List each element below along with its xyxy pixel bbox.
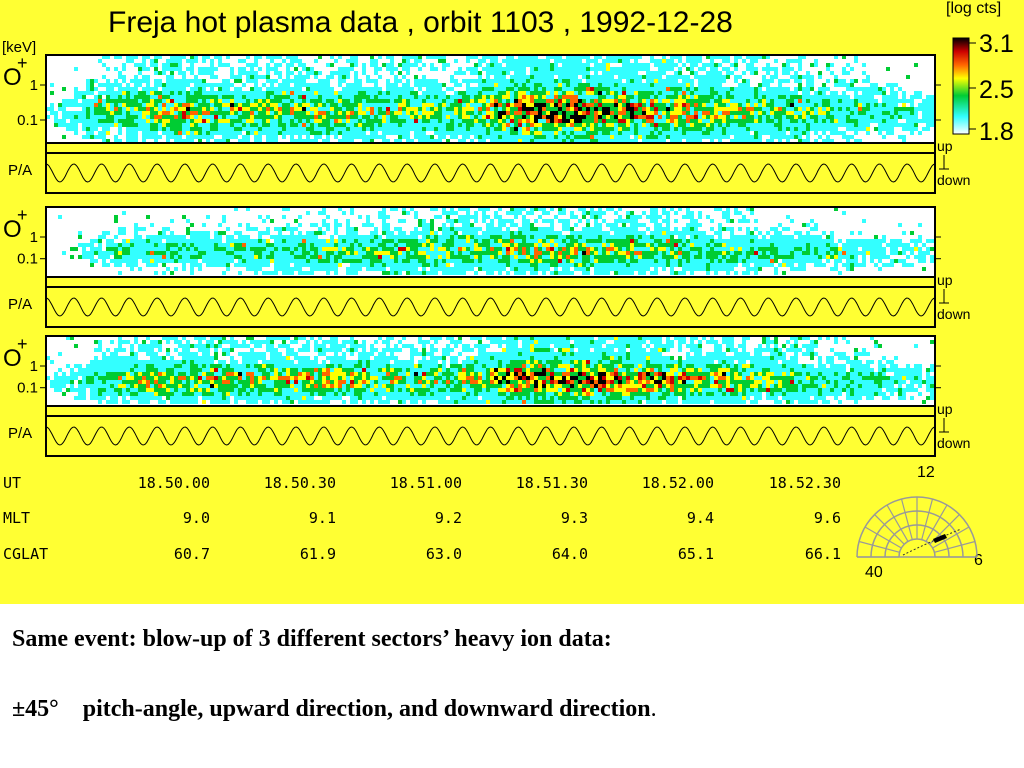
spectrogram-cells bbox=[170, 87, 698, 127]
spectrogram-cells bbox=[118, 336, 906, 404]
charge-label: + bbox=[17, 205, 28, 225]
pa-trace bbox=[45, 426, 936, 446]
x-tick-value: 60.7 bbox=[174, 545, 210, 563]
spectrogram-cells bbox=[46, 336, 934, 404]
x-tick-value: 18.51.00 bbox=[390, 474, 462, 492]
colorbar-tick-label: 3.1 bbox=[979, 30, 1014, 58]
polar-spoke bbox=[874, 514, 905, 545]
x-tick-value: 18.50.00 bbox=[138, 474, 210, 492]
polar-inset: 12 6 40 bbox=[856, 464, 983, 581]
pa-up-label: up bbox=[937, 272, 953, 288]
charge-label: + bbox=[17, 334, 28, 354]
spectrogram-cells bbox=[198, 360, 794, 392]
energy-tick-label: 0.1 bbox=[17, 380, 38, 397]
x-tick-value: 9.4 bbox=[687, 509, 714, 527]
spectrogram-cells bbox=[58, 207, 934, 275]
x-row-label: CGLAT bbox=[3, 545, 48, 563]
panel-1: O+1 0.1 P/A up down bbox=[3, 53, 970, 194]
pa-up-label: up bbox=[937, 401, 953, 417]
x-tick-value: 9.3 bbox=[561, 509, 588, 527]
colorbar-tick-label: 1.8 bbox=[979, 118, 1014, 146]
x-tick-value: 9.1 bbox=[309, 509, 336, 527]
polar-spoke bbox=[886, 504, 909, 542]
pa-strip bbox=[45, 276, 936, 328]
caption-line-2: ±45° pitch-angle, upward direction, and … bbox=[12, 688, 1012, 723]
x-tick-value: 63.0 bbox=[426, 545, 462, 563]
polar-spoke bbox=[934, 540, 976, 553]
x-tick-value: 61.9 bbox=[300, 545, 336, 563]
x-tick-value: 65.1 bbox=[678, 545, 714, 563]
spectrogram-cells bbox=[94, 87, 862, 139]
x-axis-table: UT 18.50.00 18.50.30 18.51.00 18.51.30 18.52.… bbox=[3, 474, 841, 563]
pa-trace bbox=[45, 297, 936, 317]
pa-trace bbox=[45, 163, 936, 183]
x-tick-value: 18.50.30 bbox=[264, 474, 336, 492]
pa-strip bbox=[45, 405, 936, 457]
x-tick-value: 9.2 bbox=[435, 509, 462, 527]
energy-tick-label: 0.1 bbox=[17, 251, 38, 268]
pa-label: P/A bbox=[8, 425, 32, 442]
spectrogram-cells bbox=[118, 364, 750, 404]
pa-down-label: down bbox=[937, 306, 970, 322]
x-tick-value: 18.52.00 bbox=[642, 474, 714, 492]
x-tick-value: 18.52.30 bbox=[769, 474, 841, 492]
x-tick-value: 9.0 bbox=[183, 509, 210, 527]
x-row-label: UT bbox=[3, 474, 21, 492]
caption-line-1: Same event: blow-up of 3 different secto… bbox=[12, 626, 612, 652]
x-tick-value: 9.6 bbox=[814, 509, 841, 527]
chart-title: Freja hot plasma data , orbit 1103 , 199… bbox=[108, 6, 733, 39]
energy-tick-label: 1 bbox=[30, 358, 38, 375]
colorbar: 3.1 2.5 1.8 bbox=[952, 30, 1014, 146]
polar-spoke bbox=[921, 498, 934, 540]
polar-spoke bbox=[864, 526, 902, 549]
polar-label-right: 6 bbox=[974, 552, 983, 569]
panels: O+10.1P/AupdownO+10.1P/AupdownO+10.1P/Au… bbox=[3, 53, 970, 457]
charge-label: + bbox=[17, 53, 28, 73]
x-tick-value: 66.1 bbox=[805, 545, 841, 563]
polar-spoke bbox=[858, 540, 900, 553]
panel-3: O+1 0.1 P/A up down bbox=[3, 334, 970, 457]
panel-2: O+1 0.1 P/A up down bbox=[3, 205, 970, 328]
polar-spoke bbox=[925, 504, 948, 542]
polar-label-left: 40 bbox=[865, 564, 883, 581]
pa-label: P/A bbox=[8, 296, 32, 313]
x-tick-value: 64.0 bbox=[552, 545, 588, 563]
polar-track-segment bbox=[933, 534, 947, 543]
spectrogram-cells bbox=[62, 336, 934, 404]
species-label: O bbox=[3, 345, 22, 372]
energy-tick-label: 0.1 bbox=[17, 112, 38, 129]
pa-label: P/A bbox=[8, 162, 32, 179]
species-label: O bbox=[3, 216, 22, 243]
polar-spoke bbox=[932, 526, 970, 549]
polar-spoke bbox=[900, 498, 913, 540]
pa-down-label: down bbox=[937, 435, 970, 451]
energy-unit-label: [keV] bbox=[2, 39, 36, 56]
x-row-label: MLT bbox=[3, 509, 30, 527]
freja-chart: Freja hot plasma data , orbit 1103 , 199… bbox=[0, 0, 1024, 604]
polar-track bbox=[902, 528, 962, 556]
polar-label-top: 12 bbox=[917, 464, 935, 481]
energy-tick-label: 1 bbox=[30, 77, 38, 94]
species-label: O bbox=[3, 64, 22, 91]
spectrogram-cells bbox=[582, 251, 586, 255]
colorbar-tick-label: 2.5 bbox=[979, 76, 1014, 104]
energy-tick-label: 1 bbox=[30, 229, 38, 246]
spectrogram-cells bbox=[50, 55, 918, 143]
colorbar-label: [log cts] bbox=[946, 0, 1001, 17]
pa-strip bbox=[45, 142, 936, 194]
caption-line-2-text: ±45° pitch-angle, upward direction, and … bbox=[12, 696, 651, 722]
pa-up-label: up bbox=[937, 138, 953, 154]
caption-line-2-period: . bbox=[650, 696, 657, 722]
pa-down-label: down bbox=[937, 172, 970, 188]
x-tick-value: 18.51.30 bbox=[516, 474, 588, 492]
spectrogram-cells bbox=[106, 59, 906, 143]
colorbar-scale bbox=[952, 37, 970, 135]
